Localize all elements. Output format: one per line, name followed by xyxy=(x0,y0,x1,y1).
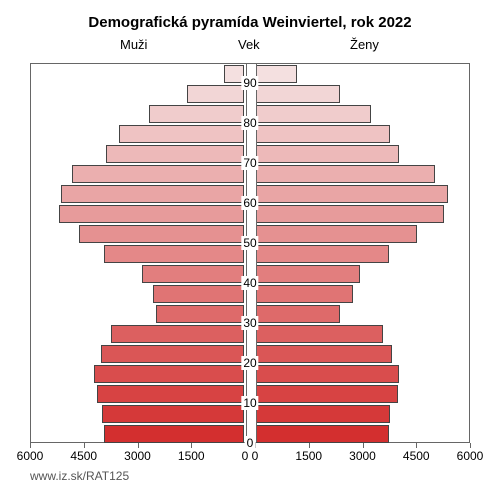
bar-male xyxy=(153,285,244,303)
bar-female xyxy=(256,65,297,83)
bar-female xyxy=(256,405,390,423)
bar-female xyxy=(256,425,389,443)
bar-male xyxy=(156,305,244,323)
bar-male xyxy=(119,125,244,143)
bar-male xyxy=(59,205,244,223)
xtick-mark xyxy=(84,443,85,448)
bar-female xyxy=(256,385,398,403)
ytick-label: 0 xyxy=(245,436,256,450)
bar-male xyxy=(142,265,244,283)
ytick-label: 10 xyxy=(241,396,258,410)
xtick-label: 0 xyxy=(242,449,249,463)
xtick-label: 1500 xyxy=(295,449,322,463)
bar-male xyxy=(187,85,244,103)
xtick-mark xyxy=(309,443,310,448)
ytick-label: 30 xyxy=(241,316,258,330)
ytick-label: 20 xyxy=(241,356,258,370)
bar-female xyxy=(256,145,399,163)
bar-male xyxy=(61,185,244,203)
xtick-label: 3000 xyxy=(349,449,376,463)
header-labels: Muži Vek Ženy xyxy=(0,37,500,57)
bar-female xyxy=(256,365,399,383)
label-female: Ženy xyxy=(350,37,379,52)
xtick-mark xyxy=(363,443,364,448)
ytick-label: 40 xyxy=(241,276,258,290)
bar-female xyxy=(256,205,444,223)
ytick-label: 80 xyxy=(241,116,258,130)
bar-female xyxy=(256,345,392,363)
xtick-mark xyxy=(191,443,192,448)
bar-male xyxy=(149,105,244,123)
bar-male xyxy=(72,165,244,183)
xtick-mark xyxy=(470,443,471,448)
bar-female xyxy=(256,265,360,283)
bar-male xyxy=(101,345,244,363)
ytick-label: 70 xyxy=(241,156,258,170)
xtick-label: 6000 xyxy=(17,449,44,463)
bar-female xyxy=(256,185,448,203)
bar-male xyxy=(79,225,244,243)
bar-male xyxy=(104,245,244,263)
label-male: Muži xyxy=(120,37,147,52)
ytick-label: 50 xyxy=(241,236,258,250)
xtick-mark xyxy=(30,443,31,448)
bar-male xyxy=(104,425,244,443)
bar-male xyxy=(94,365,245,383)
label-age: Vek xyxy=(238,37,260,52)
xtick-label: 3000 xyxy=(124,449,151,463)
bar-female xyxy=(256,225,417,243)
xtick-label: 6000 xyxy=(457,449,484,463)
bar-male xyxy=(111,325,244,343)
bar-female xyxy=(256,325,383,343)
bar-female xyxy=(256,245,389,263)
bar-female xyxy=(256,85,340,103)
xtick-label: 0 xyxy=(252,449,259,463)
source-text: www.iz.sk/RAT125 xyxy=(30,469,129,483)
xtick-label: 4500 xyxy=(403,449,430,463)
ytick-label: 90 xyxy=(241,76,258,90)
xtick-mark xyxy=(416,443,417,448)
xtick-label: 1500 xyxy=(178,449,205,463)
bar-male xyxy=(97,385,244,403)
bar-female xyxy=(256,305,340,323)
xtick-label: 4500 xyxy=(70,449,97,463)
bar-male xyxy=(102,405,244,423)
xtick-mark xyxy=(138,443,139,448)
bar-female xyxy=(256,125,390,143)
bar-female xyxy=(256,285,353,303)
bar-female xyxy=(256,105,371,123)
ytick-label: 60 xyxy=(241,196,258,210)
bar-female xyxy=(256,165,435,183)
bar-male xyxy=(106,145,244,163)
chart-title: Demografická pyramída Weinviertel, rok 2… xyxy=(0,0,500,31)
